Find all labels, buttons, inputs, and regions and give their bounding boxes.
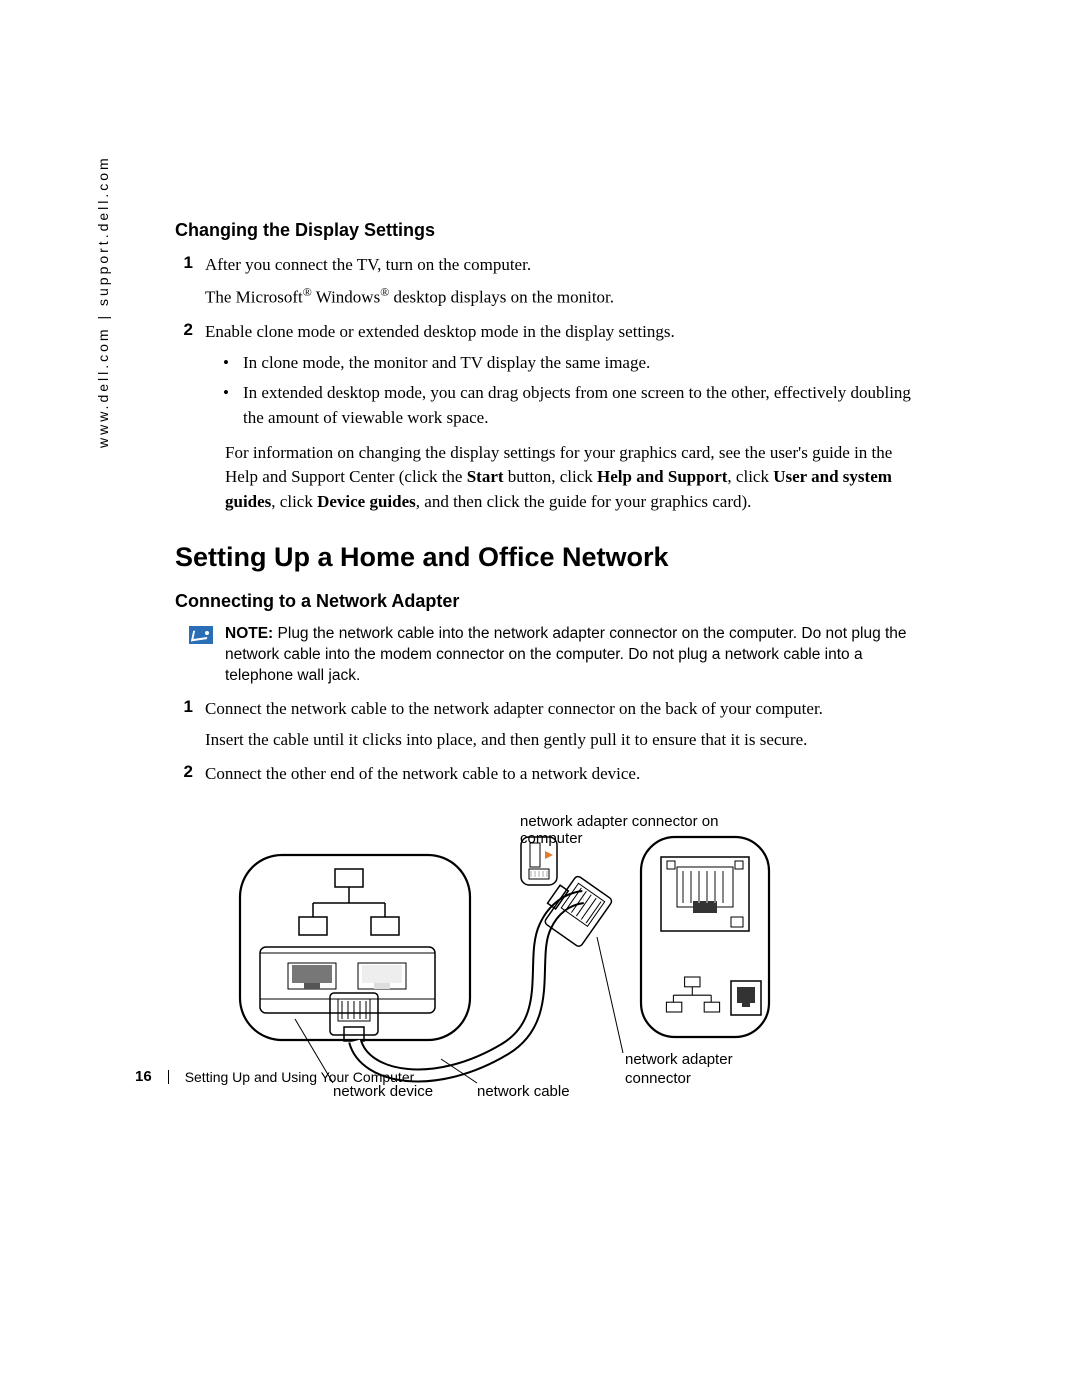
list-item: 1 After you connect the TV, turn on the … [175, 253, 915, 316]
note-text: Plug the network cable into the network … [225, 625, 907, 684]
note-label: NOTE: [225, 625, 278, 642]
step-body: After you connect the TV, turn on the co… [205, 253, 915, 316]
heading-network: Setting Up a Home and Office Network [175, 542, 915, 573]
step-text: Insert the cable until it clicks into pl… [205, 728, 915, 753]
list-item: 1 Connect the network cable to the netwo… [175, 697, 915, 758]
bullet-item: • In clone mode, the monitor and TV disp… [205, 351, 915, 376]
bullet-item: • In extended desktop mode, you can drag… [205, 381, 915, 430]
sidebar-url: www.dell.com | support.dell.com [95, 155, 111, 448]
figure-label-device: network device [333, 1083, 433, 1102]
bullet-text: In clone mode, the monitor and TV displa… [243, 351, 915, 376]
registered-icon: ® [303, 285, 312, 299]
note-body: NOTE: Plug the network cable into the ne… [225, 624, 915, 687]
step-number: 2 [175, 762, 205, 793]
figure-caption-top: network adapter connector on computer [520, 813, 785, 847]
list-item: 2 Enable clone mode or extended desktop … [175, 320, 915, 437]
footer-divider-icon [168, 1070, 169, 1084]
step-body: Connect the network cable to the network… [205, 697, 915, 758]
step-text: The Microsoft® Windows® desktop displays… [205, 284, 915, 310]
note-icon [189, 626, 213, 644]
note-block: NOTE: Plug the network cable into the ne… [175, 624, 915, 687]
list-item: 2 Connect the other end of the network c… [175, 762, 915, 793]
bullet-list: • In clone mode, the monitor and TV disp… [205, 351, 915, 431]
bullet-icon: • [223, 381, 243, 430]
step-number: 1 [175, 697, 205, 758]
step-number: 1 [175, 253, 205, 316]
registered-icon: ® [380, 285, 389, 299]
note-icon-wrap [175, 624, 225, 687]
bullet-icon: • [223, 351, 243, 376]
page-footer: 16 Setting Up and Using Your Computer [135, 1068, 414, 1085]
chapter-title: Setting Up and Using Your Computer [185, 1069, 415, 1085]
heading-adapter: Connecting to a Network Adapter [175, 591, 915, 612]
step-body: Enable clone mode or extended desktop mo… [205, 320, 915, 437]
step-text: After you connect the TV, turn on the co… [205, 253, 915, 278]
heading-display-settings: Changing the Display Settings [175, 220, 915, 241]
figure-label-connector: network adapter connector [625, 1051, 733, 1089]
figure-label-cable: network cable [477, 1083, 570, 1102]
page-content: Changing the Display Settings 1 After yo… [175, 220, 915, 1119]
bullet-text: In extended desktop mode, you can drag o… [243, 381, 915, 430]
page-number: 16 [135, 1068, 152, 1085]
step-text: Connect the other end of the network cab… [205, 762, 915, 787]
step-text: Connect the network cable to the network… [205, 697, 915, 722]
step-text: Enable clone mode or extended desktop mo… [205, 320, 915, 345]
step-number: 2 [175, 320, 205, 437]
info-paragraph: For information on changing the display … [225, 441, 915, 515]
step-body: Connect the other end of the network cab… [205, 762, 915, 793]
